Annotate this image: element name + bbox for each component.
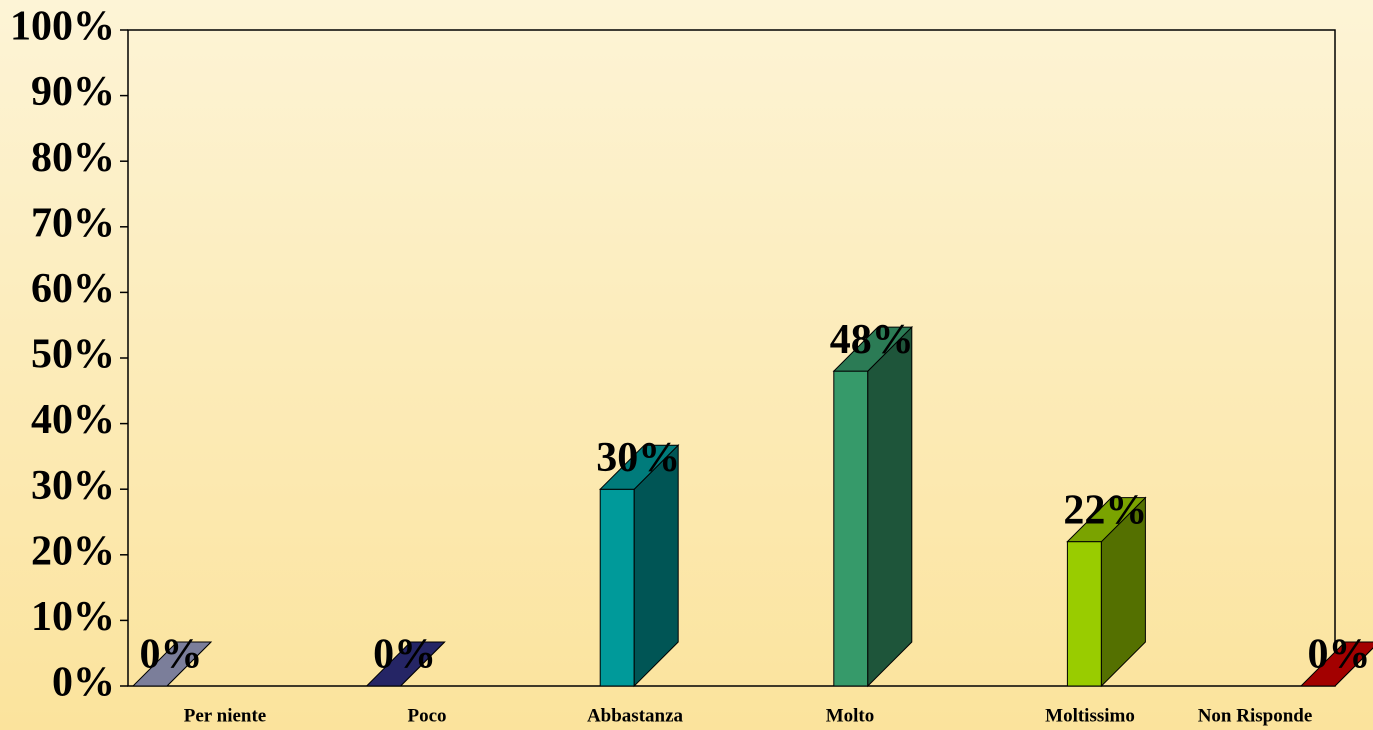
bar [1299,641,1373,687]
bar-front [599,488,635,687]
x-tick-label: Abbastanza [587,705,684,726]
x-tick-label: Per niente [184,705,267,726]
y-tick-label: 10% [31,594,115,640]
y-tick-label: 40% [31,397,115,443]
bar-top [1299,641,1373,687]
y-tick-label: 60% [31,266,115,312]
data-label: 0% [373,632,436,678]
bar-top [598,444,680,490]
bar-front [1066,541,1102,687]
data-label: 48% [830,317,914,363]
x-tick-label: Moltissimo [1045,705,1135,726]
bar-top [131,641,213,687]
x-tick-label: Poco [407,705,446,726]
y-tick-label: 20% [31,528,115,574]
x-tick-label: Non Risponde [1198,705,1313,726]
data-label: 0% [1308,632,1371,678]
data-label: 22% [1063,487,1147,533]
y-tick-label: 50% [31,332,115,378]
y-tick-label: 100% [10,4,115,50]
y-tick-label: 0% [52,660,115,706]
x-tick-label: Molto [826,705,875,726]
bar [131,641,213,687]
y-tick-label: 70% [31,200,115,246]
bar [1066,496,1147,688]
bar-side [867,325,913,688]
bar-top [1066,497,1147,543]
bar-top [365,641,446,687]
bar [598,443,680,688]
bar [832,325,914,688]
data-label: 0% [140,632,203,678]
bar-top [832,326,914,372]
bar-front [833,370,869,687]
bar [365,641,446,687]
y-tick-label: 80% [31,135,115,181]
y-tick-label: 90% [31,69,115,115]
data-label: 30% [596,435,680,481]
y-tick-label: 30% [31,463,115,509]
plot-border [127,29,1336,687]
